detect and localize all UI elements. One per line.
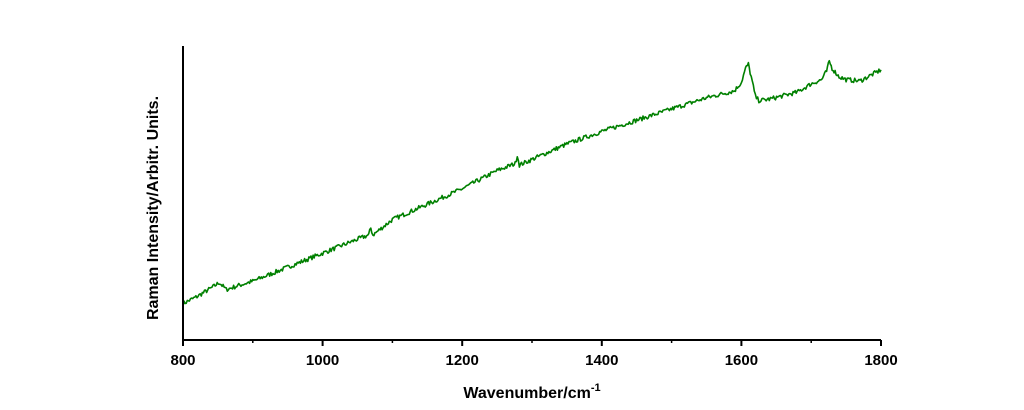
x-tick-label: 1800 <box>864 352 897 369</box>
x-tick-label: 1200 <box>446 352 479 369</box>
x-axis-title: Wavenumber/cm-1 <box>463 382 600 402</box>
y-axis-title: Raman Intensity/Arbitr. Units. <box>145 96 162 320</box>
x-axis-title-text: Wavenumber/cm <box>463 385 590 402</box>
x-axis-title-superscript: -1 <box>591 382 601 394</box>
plot-area <box>182 59 882 306</box>
spectrum-series-line <box>182 59 882 306</box>
x-tick-label: 1600 <box>725 352 758 369</box>
x-tick-label: 1000 <box>306 352 339 369</box>
x-tick-label: 800 <box>170 352 195 369</box>
x-tick-label: 1400 <box>585 352 618 369</box>
x-ticks: 800 1000 1200 1400 1600 1800 <box>170 340 898 369</box>
